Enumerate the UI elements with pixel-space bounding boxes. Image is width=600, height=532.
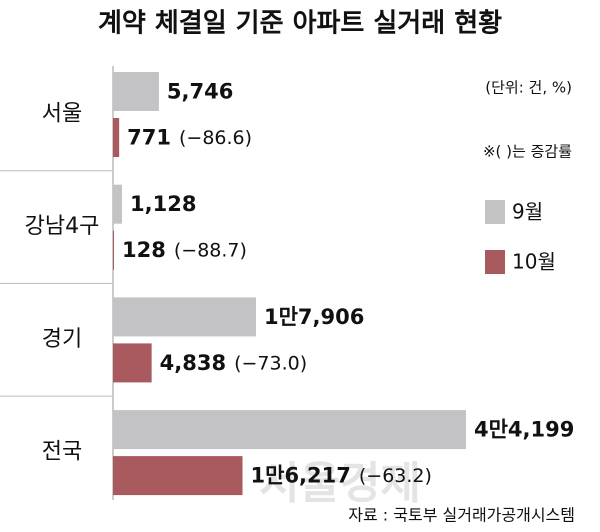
legend-label: 10월	[512, 250, 556, 274]
value-label: 1,128	[130, 192, 196, 216]
value-label: 771	[127, 126, 171, 150]
bar	[113, 410, 466, 450]
value-label: 5,746	[167, 80, 233, 104]
bar	[113, 343, 152, 383]
chart-title: 계약 체결일 기준 아파트 실거래 현황	[98, 9, 502, 39]
unit-note: (단위: 건, %)	[485, 79, 572, 97]
value-label: 1만7,906	[264, 305, 364, 329]
legend-label: 9월	[512, 200, 543, 224]
category-label: 전국	[42, 440, 82, 465]
change-label: (−73.0)	[234, 352, 307, 374]
value-label: 4만4,199	[474, 418, 574, 442]
value-label: 128	[122, 238, 166, 262]
category-label: 강남4구	[25, 214, 100, 239]
bar	[113, 230, 115, 270]
legend-swatch	[485, 200, 505, 224]
category-label: 서울	[42, 102, 82, 127]
source: 자료 : 국토부 실거래가공개시스템	[348, 506, 575, 525]
bar	[113, 184, 123, 224]
bar	[113, 72, 159, 111]
value-label: 4,838	[160, 351, 226, 375]
bar	[113, 456, 243, 496]
watermark: 서울경제	[259, 458, 421, 509]
change-note: ※( )는 증감률	[483, 143, 572, 161]
bar	[113, 297, 257, 337]
legend-swatch	[485, 250, 505, 274]
value-label: 1만6,217	[251, 464, 351, 488]
category-label: 경기	[42, 327, 82, 352]
change-label: (−88.7)	[174, 240, 247, 262]
bar	[113, 118, 120, 157]
change-label: (−63.2)	[359, 465, 432, 487]
change-label: (−86.6)	[179, 127, 252, 149]
